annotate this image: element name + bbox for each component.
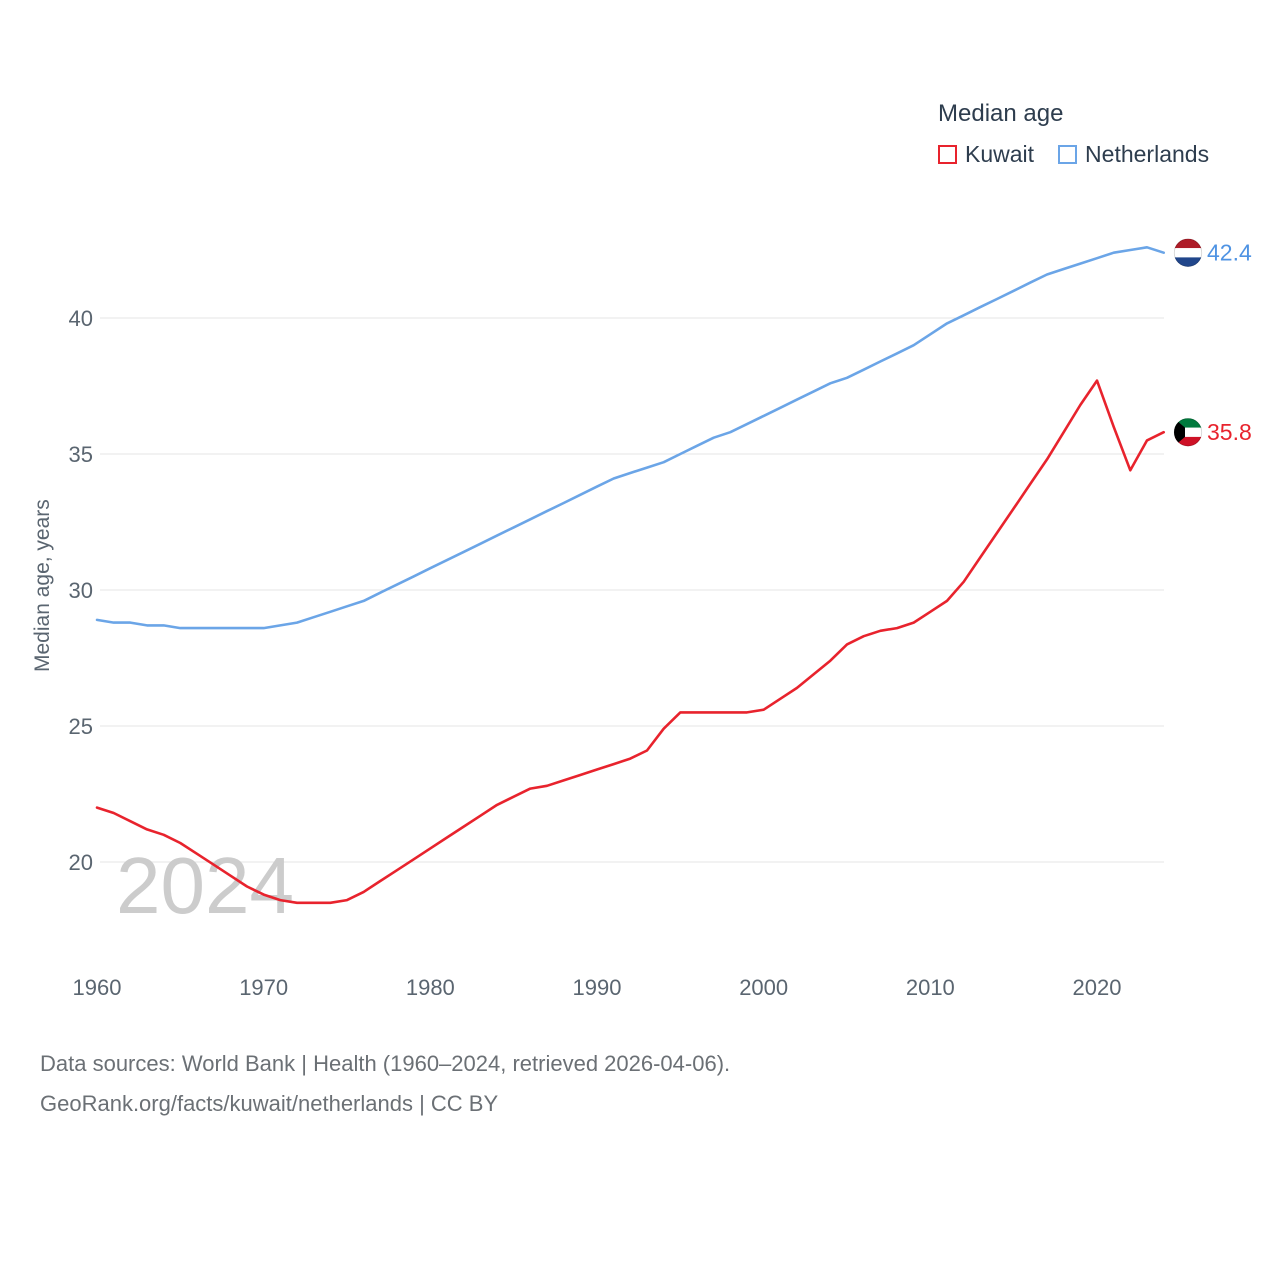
netherlands-flag-icon (1174, 238, 1202, 267)
x-tick-label: 2020 (1073, 975, 1122, 1000)
netherlands-series-line[interactable] (95, 246, 1165, 630)
legend-item-kuwait[interactable]: Kuwait (938, 141, 1034, 168)
kuwait-flag-stripe (1174, 427, 1202, 438)
footer: Data sources: World Bank | Health (1960–… (40, 1044, 730, 1124)
kuwait-flag-stripe (1174, 418, 1202, 429)
x-tick-label: 1970 (239, 975, 288, 1000)
netherlands-flag-stripe (1174, 257, 1202, 267)
y-axis-title: Median age, years (31, 499, 54, 672)
y-tick-label: 25 (69, 714, 93, 739)
chart-legend: Median age Kuwait Netherlands (938, 100, 1209, 168)
watermark-year: 2024 (116, 841, 294, 930)
legend-item-netherlands[interactable]: Netherlands (1058, 141, 1209, 168)
kuwait-end-value-label: 35.8 (1207, 419, 1252, 445)
y-tick-label: 35 (69, 442, 93, 467)
y-tick-label: 30 (69, 578, 93, 603)
x-tick-label: 2000 (739, 975, 788, 1000)
x-tick-label: 1960 (73, 975, 122, 1000)
netherlands-flag-stripe (1174, 238, 1202, 249)
x-tick-label: 2010 (906, 975, 955, 1000)
kuwait-flag-hoist (1174, 418, 1185, 447)
netherlands-swatch-icon (1058, 145, 1078, 164)
kuwait-swatch-icon (938, 145, 957, 164)
footer-sources: Data sources: World Bank | Health (1960–… (40, 1051, 731, 1076)
y-tick-label: 20 (69, 850, 93, 875)
x-tick-label: 1990 (573, 975, 622, 1000)
netherlands-end-value-label: 42.4 (1207, 240, 1252, 266)
netherlands-flag-border (1173, 238, 1203, 267)
legend-item-kuwait-label: Kuwait (965, 141, 1035, 167)
y-tick-label: 40 (69, 306, 93, 331)
legend-item-netherlands-label: Netherlands (1085, 141, 1210, 167)
legend-items: Kuwait Netherlands (938, 141, 1209, 168)
kuwait-series-line[interactable] (95, 379, 1165, 905)
x-tick-label: 1980 (406, 975, 455, 1000)
footer-attribution: GeoRank.org/facts/kuwait/netherlands | C… (40, 1091, 499, 1116)
legend-title: Median age (938, 100, 1064, 127)
kuwait-flag-icon (1174, 418, 1202, 447)
kuwait-flag-border (1173, 418, 1203, 447)
kuwait-flag-stripe (1174, 436, 1202, 447)
netherlands-flag-stripe (1174, 248, 1202, 258)
